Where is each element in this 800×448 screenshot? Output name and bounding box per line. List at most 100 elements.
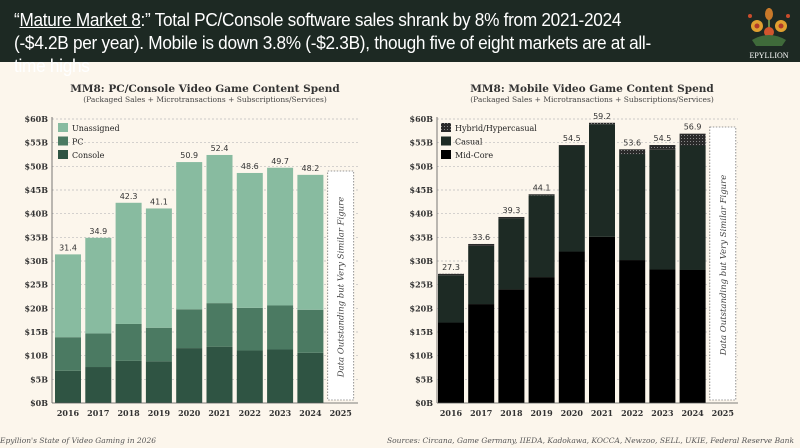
x-tick-label: 2019 — [148, 408, 171, 418]
bar-segment-console — [297, 352, 324, 403]
bar-segment-unassigned — [176, 162, 203, 310]
bar-segment-mid-core — [468, 304, 495, 403]
bar-total-label: 39.3 — [502, 206, 520, 215]
bar-segment-casual — [438, 275, 464, 323]
legend-swatch — [441, 136, 451, 146]
y-tick-label: $45B — [25, 185, 49, 195]
bar-segment-console — [176, 348, 203, 403]
bar-total-label: 48.2 — [301, 164, 319, 173]
y-tick-label: $50B — [25, 161, 49, 171]
bar-segment-console — [85, 367, 112, 403]
legend-swatch — [58, 123, 68, 132]
x-tick-label: 2021 — [591, 408, 613, 418]
x-tick-label: 2021 — [208, 408, 230, 418]
bar-total-label: 49.7 — [271, 157, 289, 166]
y-tick-label: $40B — [25, 209, 49, 219]
legend-label: Console — [72, 151, 105, 160]
y-tick-label: $20B — [410, 303, 434, 313]
bar-segment-hybrid-hypercasual — [679, 133, 706, 146]
bar-segment-hybrid-hypercasual — [468, 243, 495, 246]
y-tick-label: $20B — [25, 303, 49, 313]
bar-total-label: 41.1 — [150, 197, 168, 206]
bar-segment-pc — [145, 327, 172, 362]
bar-segment-unassigned — [267, 167, 294, 306]
bar-segment-console — [145, 361, 172, 403]
x-tick-label: 2017 — [87, 408, 109, 418]
legend-label: PC — [72, 138, 84, 147]
footer-sources: Sources: Circana, Game Germany, IIEDA, K… — [387, 436, 794, 445]
placeholder-box — [327, 170, 355, 401]
bar-segment-casual — [679, 145, 706, 270]
bar-total-label: 52.4 — [211, 144, 229, 153]
bar-segment-hybrid-hypercasual — [528, 194, 555, 196]
x-tick-label: 2023 — [651, 408, 674, 418]
bar-total-label: 48.6 — [241, 162, 259, 171]
bar-total-label: 53.6 — [623, 138, 641, 147]
y-tick-label: $10B — [410, 351, 434, 361]
legend-label: Casual — [455, 138, 483, 147]
bar-segment-unassigned — [145, 208, 172, 328]
legend-swatch — [441, 150, 451, 159]
legend-label: Unassigned — [72, 124, 120, 133]
y-tick-label: $10B — [25, 351, 49, 361]
logo-text: EPYLLION — [749, 51, 789, 60]
bar-segment-casual — [468, 245, 495, 305]
bar-segment-casual — [619, 154, 646, 261]
footer-credit: Epyllion's State of Video Gaming in 2026 — [0, 436, 156, 445]
bar-segment-pc — [115, 323, 142, 361]
bar-segment-hybrid-hypercasual — [558, 145, 585, 146]
bar-segment-mid-core — [528, 277, 555, 403]
x-tick-label: 2017 — [470, 408, 492, 418]
bar-total-label: 33.6 — [472, 233, 490, 242]
legend-swatch — [58, 136, 68, 146]
bar-segment-mid-core — [589, 236, 615, 403]
bar-segment-unassigned — [236, 172, 263, 308]
y-tick-label: $60B — [410, 114, 434, 124]
x-tick-label: 2022 — [239, 408, 261, 418]
bar-segment-mid-core — [619, 260, 646, 403]
bar-segment-hybrid-hypercasual — [649, 145, 676, 150]
x-tick-label: 2023 — [269, 408, 292, 418]
bar-segment-console — [55, 370, 81, 403]
bar-total-label: 44.1 — [533, 183, 551, 192]
bar-segment-hybrid-hypercasual — [498, 216, 525, 219]
x-tick-label: 2016 — [440, 408, 463, 418]
x-tick-label: 2019 — [530, 408, 553, 418]
y-tick-label: $25B — [25, 280, 49, 290]
header-banner: “Mature Market 8:” Total PC/Console soft… — [0, 0, 800, 76]
bar-segment-mid-core — [498, 289, 525, 403]
y-tick-label: $30B — [410, 256, 434, 266]
x-tick-label: 2020 — [178, 408, 201, 418]
y-tick-label: $0B — [415, 398, 433, 408]
x-tick-label: 2016 — [57, 408, 80, 418]
bar-segment-pc — [176, 309, 203, 349]
legend-label: Mid-Core — [455, 151, 493, 160]
bar-total-label: 42.3 — [120, 192, 138, 201]
bar-segment-pc — [206, 303, 233, 347]
placeholder-note: Data Outstanding but Very Similar Figure — [337, 197, 347, 379]
headline: “Mature Market 8:” Total PC/Console soft… — [14, 8, 679, 77]
bar-total-label: 27.3 — [442, 263, 460, 272]
bar-segment-pc — [297, 309, 324, 353]
placeholder-box — [709, 126, 737, 401]
y-tick-label: $25B — [410, 280, 434, 290]
y-tick-label: $0B — [30, 398, 48, 408]
x-tick-label: 2025 — [330, 408, 352, 418]
y-tick-label: $35B — [25, 232, 49, 242]
bar-segment-mid-core — [438, 322, 464, 403]
y-tick-label: $5B — [30, 374, 48, 384]
bar-segment-pc — [55, 337, 81, 371]
x-tick-label: 2024 — [299, 408, 322, 418]
bar-segment-hybrid-hypercasual — [438, 273, 464, 276]
legend-swatch — [58, 150, 68, 159]
chart-title: MM8: PC/Console Video Game Content Spend — [70, 83, 340, 95]
bar-segment-console — [206, 346, 233, 403]
x-tick-label: 2018 — [117, 408, 140, 418]
y-tick-label: $40B — [410, 209, 434, 219]
y-tick-label: $35B — [410, 232, 434, 242]
bar-total-label: 54.5 — [653, 134, 671, 143]
bar-segment-mid-core — [649, 269, 676, 403]
chart-subtitle: (Packaged Sales + Microtransactions + Su… — [83, 95, 327, 104]
y-tick-label: $55B — [25, 138, 49, 148]
